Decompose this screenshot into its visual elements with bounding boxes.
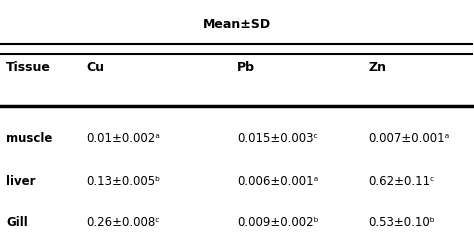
Text: 0.015±0.003ᶜ: 0.015±0.003ᶜ bbox=[237, 132, 318, 145]
Text: Gill: Gill bbox=[6, 216, 28, 228]
Text: 0.009±0.002ᵇ: 0.009±0.002ᵇ bbox=[237, 216, 319, 228]
Text: 0.006±0.001ᵃ: 0.006±0.001ᵃ bbox=[237, 175, 318, 188]
Text: 0.007±0.001ᵃ: 0.007±0.001ᵃ bbox=[369, 132, 450, 145]
Text: liver: liver bbox=[6, 175, 36, 188]
Text: Pb: Pb bbox=[237, 61, 255, 74]
Text: 0.01±0.002ᵃ: 0.01±0.002ᵃ bbox=[86, 132, 160, 145]
Text: 0.53±0.10ᵇ: 0.53±0.10ᵇ bbox=[369, 216, 435, 228]
Text: Zn: Zn bbox=[369, 61, 387, 74]
Text: Cu: Cu bbox=[86, 61, 104, 74]
Text: 0.62±0.11ᶜ: 0.62±0.11ᶜ bbox=[369, 175, 435, 188]
Text: 0.13±0.005ᵇ: 0.13±0.005ᵇ bbox=[86, 175, 160, 188]
Text: Mean±SD: Mean±SD bbox=[203, 18, 271, 31]
Text: Tissue: Tissue bbox=[6, 61, 51, 74]
Text: 0.26±0.008ᶜ: 0.26±0.008ᶜ bbox=[86, 216, 160, 228]
Text: muscle: muscle bbox=[6, 132, 53, 145]
